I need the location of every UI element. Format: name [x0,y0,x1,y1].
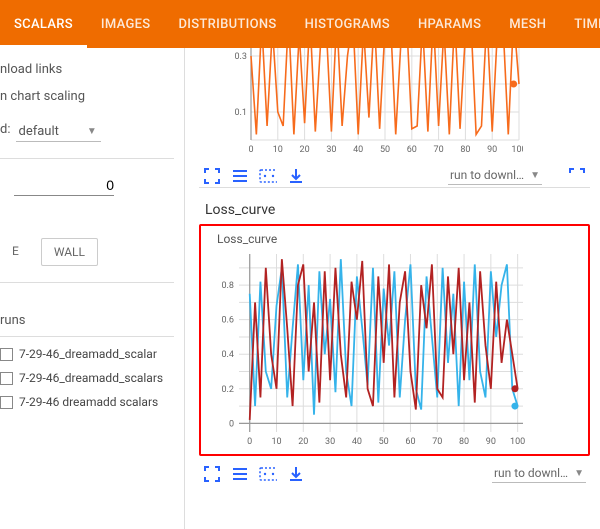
tabs-bar: SCALARSIMAGESDISTRIBUTIONSHISTOGRAMSHPAR… [0,0,600,48]
loss-chart-toolbar: run to downl… ▼ [199,464,590,483]
content-area: 01020304050607080901000.10.3 run to down… [185,48,600,529]
tab-time[interactable]: TIME [560,0,600,48]
tab-hparams[interactable]: HPARAMS [404,0,495,48]
loss-curve-label: Loss_curve [209,232,580,246]
svg-text:30: 30 [326,145,336,155]
fit-domain-icon[interactable] [259,465,277,483]
run-download-select[interactable]: run to downl… ▼ [492,464,586,483]
svg-text:0: 0 [248,145,253,155]
run-row[interactable]: 7-29-46 dreamadd scalars [0,395,174,409]
list-icon[interactable] [231,465,249,483]
run-row[interactable]: 7-29-46_dreamadd_scalars [0,371,174,385]
tab-scalars[interactable]: SCALARS [0,0,87,48]
svg-text:30: 30 [325,437,335,447]
smoothing-method-value: default [18,124,58,139]
chevron-down-icon: ▼ [574,468,584,479]
top-chart-toolbar: run to downl… ▼ [199,166,590,185]
tab-histograms[interactable]: HISTOGRAMS [291,0,404,48]
run-row[interactable]: 7-29-46_dreamadd_scalar [0,347,174,361]
run-label: 7-29-46 dreamadd scalars [19,395,158,409]
time-mode-wall-button[interactable]: WALL [41,238,98,266]
tab-images[interactable]: IMAGES [87,0,165,48]
svg-text:50: 50 [379,437,389,447]
svg-text:10: 10 [271,437,281,447]
svg-text:0: 0 [247,437,252,447]
svg-text:90: 90 [486,437,496,447]
svg-text:0.8: 0.8 [222,281,235,291]
svg-text:40: 40 [352,437,362,447]
svg-text:80: 80 [460,145,470,155]
svg-text:40: 40 [353,145,363,155]
svg-text:0.3: 0.3 [235,52,248,62]
svg-text:0.1: 0.1 [235,108,248,118]
svg-text:80: 80 [459,437,469,447]
svg-text:70: 70 [434,145,444,155]
fullscreen-icon[interactable] [203,167,221,185]
sidebar-download-links-label: nload links [0,62,174,77]
svg-text:70: 70 [432,437,442,447]
run-download-label: run to downl… [450,168,524,182]
sidebar-method-label: d: [0,122,10,137]
svg-text:60: 60 [405,437,415,447]
loss-curve-card: Loss_curve 0 10 20 30 40 50 60 70 80 90 100 0 0.2 0.4… [199,224,590,456]
loss-curve-chart: 0 10 20 30 40 50 60 70 80 90 100 0 0.2 0.4 0.6 0.8 [209,250,580,450]
svg-text:0.6: 0.6 [222,316,235,326]
fit-domain-icon[interactable] [259,167,277,185]
svg-text:90: 90 [487,145,497,155]
run-label: 7-29-46_dreamadd_scalar [19,347,157,361]
svg-text:0.4: 0.4 [222,350,235,360]
chevron-down-icon: ▼ [530,170,540,181]
svg-text:50: 50 [380,145,390,155]
svg-text:60: 60 [407,145,417,155]
sidebar: nload links n chart scaling d: default ▼… [0,48,185,529]
time-mode-e-button[interactable]: E [0,238,31,266]
sidebar-chart-scaling-label: n chart scaling [0,89,174,104]
run-label: 7-29-46_dreamadd_scalars [19,371,163,385]
tab-distributions[interactable]: DISTRIBUTIONS [164,0,290,48]
run-checkbox[interactable] [0,348,13,361]
run-checkbox[interactable] [0,396,13,409]
download-icon[interactable] [287,167,305,185]
svg-text:0: 0 [229,419,234,429]
svg-text:20: 20 [298,437,308,447]
chevron-down-icon: ▼ [87,126,97,137]
tab-mesh[interactable]: MESH [495,0,560,48]
download-icon[interactable] [287,465,305,483]
top-chart: 0 10 20 30 40 50 60 70 80 90 100 0.1 0.3 [199,48,590,158]
fullscreen-icon[interactable] [203,465,221,483]
svg-text:100: 100 [511,145,523,155]
svg-text:0.2: 0.2 [222,385,235,395]
run-checkbox[interactable] [0,372,13,385]
run-download-label: run to downl… [494,466,568,480]
svg-text:20: 20 [300,145,310,155]
run-download-select[interactable]: run to downl… ▼ [448,166,542,185]
smoothing-value-input[interactable] [14,175,114,196]
fullscreen-icon[interactable] [568,167,586,185]
list-icon[interactable] [231,167,249,185]
smoothing-method-select[interactable]: default ▼ [16,122,100,142]
runs-header: runs [0,313,174,328]
svg-text:10: 10 [273,145,283,155]
svg-text:100: 100 [510,437,525,447]
card-title: Loss_curve [199,187,590,224]
